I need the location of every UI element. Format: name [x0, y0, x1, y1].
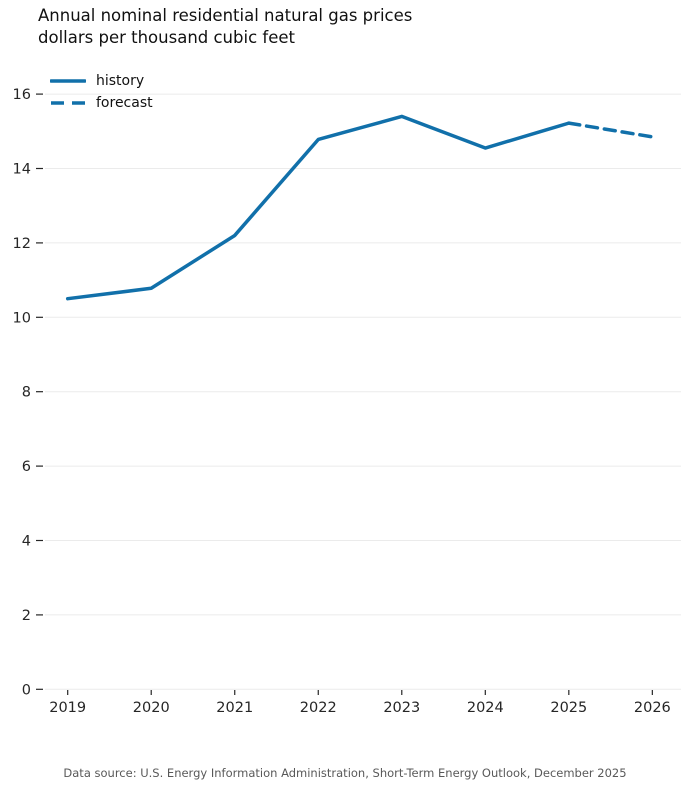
forecast-dashed-line-icon — [51, 101, 85, 105]
line-chart-plot: 0 2 4 6 8 10 12 14 16 2019 2020 2021 2022 2023 2024 202… — [13, 87, 681, 716]
data-source-note: Data source: U.S. Energy Information Adm… — [63, 766, 627, 780]
svg-text:2: 2 — [22, 608, 31, 624]
svg-text:2020: 2020 — [133, 700, 170, 716]
history-solid-line-icon — [50, 79, 86, 83]
svg-text:16: 16 — [13, 87, 31, 103]
legend-label-forecast: forecast — [96, 95, 153, 111]
svg-text:2022: 2022 — [300, 700, 337, 716]
svg-text:2025: 2025 — [550, 700, 587, 716]
svg-text:2024: 2024 — [467, 700, 504, 716]
legend-item-history: history — [50, 70, 153, 92]
chart-legend: history forecast — [50, 70, 153, 114]
chart-title: Annual nominal residential natural gas p… — [38, 5, 412, 48]
svg-text:10: 10 — [13, 310, 31, 326]
svg-text:4: 4 — [22, 534, 31, 550]
chart-title-line1: Annual nominal residential natural gas p… — [38, 6, 413, 25]
svg-text:0: 0 — [22, 682, 31, 698]
legend-item-forecast: forecast — [50, 92, 153, 114]
svg-text:6: 6 — [22, 459, 31, 475]
chart-title-line2: dollars per thousand cubic feet — [38, 27, 295, 47]
svg-text:2023: 2023 — [383, 700, 420, 716]
svg-text:2026: 2026 — [634, 700, 671, 716]
legend-label-history: history — [96, 73, 145, 89]
svg-text:14: 14 — [13, 162, 31, 178]
svg-text:2019: 2019 — [49, 700, 86, 716]
svg-text:2021: 2021 — [216, 700, 253, 716]
svg-text:12: 12 — [13, 236, 31, 252]
svg-text:8: 8 — [22, 385, 31, 401]
